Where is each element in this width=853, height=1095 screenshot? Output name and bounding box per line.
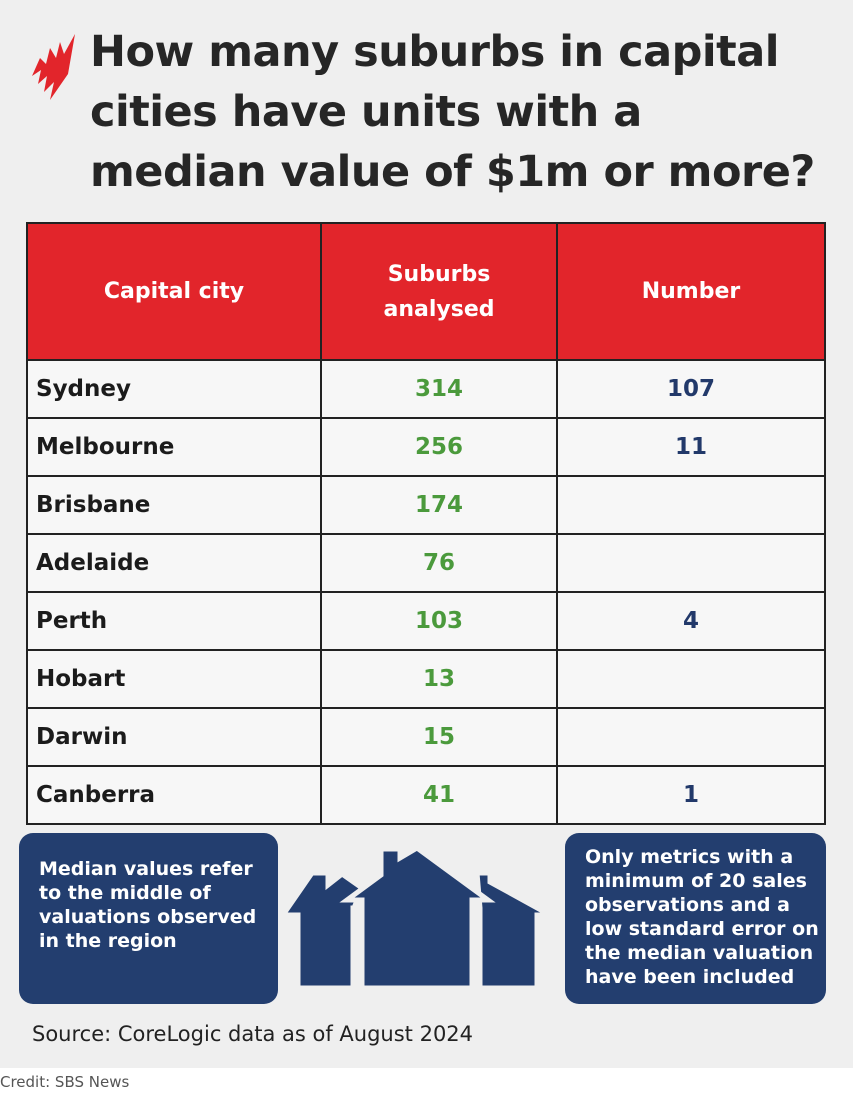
table-row: Adelaide 76 [26, 533, 826, 593]
column-header-number: Number [556, 222, 826, 361]
note-text: Median values refer to the middle of val… [39, 858, 257, 952]
cell-number: 4 [556, 591, 826, 651]
cell-analysed: 256 [320, 417, 558, 477]
cell-analysed: 174 [320, 475, 558, 535]
cell-number: 107 [556, 359, 826, 419]
table-row: Brisbane 174 [26, 475, 826, 535]
credit-line: Credit: SBS News [0, 1073, 130, 1091]
note-text: Only metrics with a minimum of 20 sales … [585, 846, 819, 988]
cell-city: Brisbane [26, 475, 322, 535]
cell-analysed: 41 [320, 765, 558, 825]
cell-analysed: 76 [320, 533, 558, 593]
table-row: Canberra 41 1 [26, 765, 826, 825]
cell-analysed: 314 [320, 359, 558, 419]
houses-icon [278, 845, 552, 991]
cell-number [556, 707, 826, 767]
cell-city: Canberra [26, 765, 322, 825]
sbs-logo-icon [32, 34, 75, 100]
table-row: Melbourne 256 11 [26, 417, 826, 477]
cell-analysed: 13 [320, 649, 558, 709]
table-row: Hobart 13 [26, 649, 826, 709]
cell-number: 1 [556, 765, 826, 825]
cell-city: Adelaide [26, 533, 322, 593]
cell-city: Sydney [26, 359, 322, 419]
note-methodology: Only metrics with a minimum of 20 sales … [565, 833, 826, 1004]
cell-number [556, 649, 826, 709]
cell-number [556, 533, 826, 593]
table-row: Sydney 314 107 [26, 359, 826, 419]
cell-number [556, 475, 826, 535]
cell-city: Perth [26, 591, 322, 651]
source-note: Source: CoreLogic data as of August 2024 [32, 1022, 474, 1046]
cell-number: 11 [556, 417, 826, 477]
cell-analysed: 103 [320, 591, 558, 651]
note-median-definition: Median values refer to the middle of val… [19, 833, 278, 1004]
column-header-analysed: Suburbs analysed [320, 222, 558, 361]
infographic-card: How many suburbs in capital cities have … [0, 0, 853, 1068]
cell-city: Hobart [26, 649, 322, 709]
data-table: Capital city Suburbs analysed Number Syd… [26, 222, 826, 825]
column-header-city: Capital city [26, 222, 322, 361]
cell-city: Melbourne [26, 417, 322, 477]
page-title: How many suburbs in capital cities have … [90, 27, 815, 197]
table-row: Darwin 15 [26, 707, 826, 767]
table-row: Perth 103 4 [26, 591, 826, 651]
cell-analysed: 15 [320, 707, 558, 767]
cell-city: Darwin [26, 707, 322, 767]
